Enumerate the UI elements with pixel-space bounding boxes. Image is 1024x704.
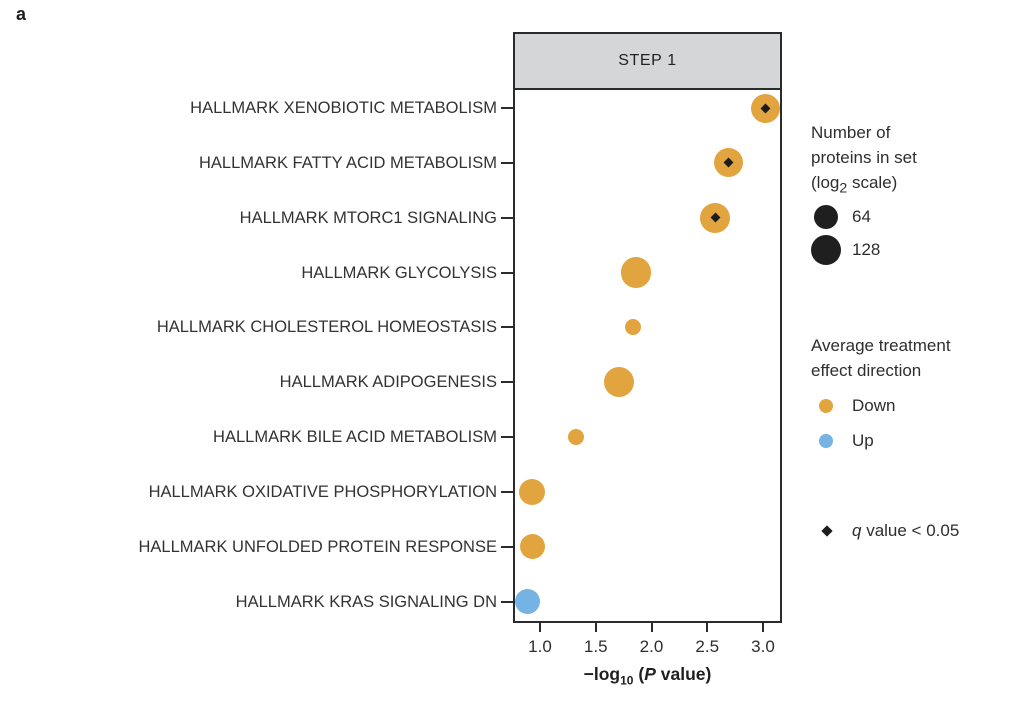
- data-point-down: [750, 93, 780, 123]
- y-axis-label: HALLMARK CHOLESTEROL HOMEOSTASIS: [156, 318, 497, 337]
- size-legend-title: Number of proteins in set (log2 scale): [811, 120, 917, 195]
- y-axis-label: HALLMARK MTORC1 SIGNALING: [239, 208, 497, 227]
- data-point-down: [519, 478, 546, 505]
- size-legend-scale-text: scale): [847, 173, 898, 192]
- size-legend-title-line1: Number of: [811, 123, 891, 142]
- y-axis-label: HALLMARK GLYCOLYSIS: [301, 263, 497, 282]
- data-point-down: [713, 148, 743, 178]
- y-axis-tick: [501, 161, 513, 164]
- size-legend-value: 64: [852, 207, 871, 226]
- q-significant-diamond-icon: [710, 212, 720, 223]
- x-axis-tick: [706, 623, 709, 632]
- x-axis-title-text: (: [633, 664, 645, 684]
- x-axis-tick: [594, 623, 597, 632]
- x-axis-tick-label: 3.0: [751, 637, 775, 656]
- x-axis-tick-label: 1.5: [583, 637, 608, 656]
- q-value-legend-italic-q: q: [852, 521, 862, 540]
- size-legend-circle-icon: [811, 235, 841, 265]
- plot-area: [513, 90, 782, 623]
- x-axis-tick-label: 1.0: [528, 637, 552, 656]
- x-axis-tick-label: 2.5: [695, 637, 720, 656]
- y-axis-label: HALLMARK OXIDATIVE PHOSPHORYLATION: [148, 482, 497, 501]
- x-axis-title-italic-p: P: [644, 664, 656, 684]
- data-point-down: [519, 534, 545, 560]
- x-axis-tick: [539, 623, 541, 632]
- x-axis-tick: [762, 623, 764, 632]
- direction-legend-title: Average treatment effect direction: [811, 333, 951, 383]
- y-axis-label: HALLMARK FATTY ACID METABOLISM: [199, 153, 497, 172]
- panel-letter-label: a: [16, 4, 27, 24]
- x-axis-title: −log10 (P value): [513, 664, 782, 688]
- y-axis-tick: [501, 436, 513, 439]
- direction-legend-dot-icon: [819, 434, 833, 448]
- y-axis-label: HALLMARK XENOBIOTIC METABOLISM: [190, 99, 497, 117]
- size-legend-scale-text: (log: [811, 173, 840, 192]
- y-axis-label: HALLMARK BILE ACID METABOLISM: [213, 428, 497, 447]
- size-legend-scale-subscript: 2: [839, 180, 848, 197]
- x-axis-tick: [650, 623, 653, 632]
- size-legend-value: 128: [852, 240, 881, 259]
- x-axis-title-text: value): [655, 664, 712, 684]
- direction-legend-title-line1: Average treatment: [811, 336, 951, 355]
- y-axis-tick: [501, 545, 513, 548]
- y-axis-tick: [501, 271, 513, 274]
- y-axis-tick: [501, 326, 513, 329]
- direction-legend-title-line2: effect direction: [811, 361, 922, 380]
- data-point-down: [620, 257, 652, 288]
- x-axis-title-subscript: 10: [620, 673, 634, 688]
- plot-header-strip: STEP 1: [513, 32, 782, 90]
- direction-legend-value: Up: [852, 431, 874, 450]
- y-axis-label: HALLMARK ADIPOGENESIS: [279, 373, 497, 392]
- data-point-up: [515, 589, 541, 615]
- plot-header-title: STEP 1: [618, 52, 677, 69]
- direction-legend-dot-icon: [819, 399, 833, 413]
- data-point-down: [604, 367, 635, 398]
- y-axis-tick: [501, 107, 513, 109]
- size-legend-circle-icon: [814, 205, 838, 229]
- q-significant-diamond-icon: [723, 157, 734, 168]
- y-axis-tick: [501, 381, 513, 384]
- q-value-legend-label: q value < 0.05: [852, 521, 959, 541]
- size-legend-title-line2: proteins in set: [811, 148, 917, 167]
- data-point-down: [700, 202, 731, 233]
- y-axis-tick: [501, 490, 513, 493]
- y-axis-label: HALLMARK UNFOLDED PROTEIN RESPONSE: [138, 537, 498, 556]
- direction-legend-value: Down: [852, 396, 896, 415]
- size-legend-title-line3: (log2 scale): [811, 170, 917, 195]
- x-axis-tick-label: 2.0: [639, 637, 664, 656]
- q-value-legend-text: value < 0.05: [861, 521, 960, 540]
- y-axis-tick: [501, 600, 513, 603]
- q-value-diamond-icon: [821, 525, 833, 537]
- y-axis-tick: [501, 216, 513, 219]
- data-point-down: [624, 319, 641, 336]
- x-axis-title-text: −log: [583, 664, 621, 684]
- q-significant-diamond-icon: [760, 103, 771, 113]
- y-axis-label: HALLMARK KRAS SIGNALING DN: [235, 592, 497, 611]
- data-point-down: [567, 429, 584, 446]
